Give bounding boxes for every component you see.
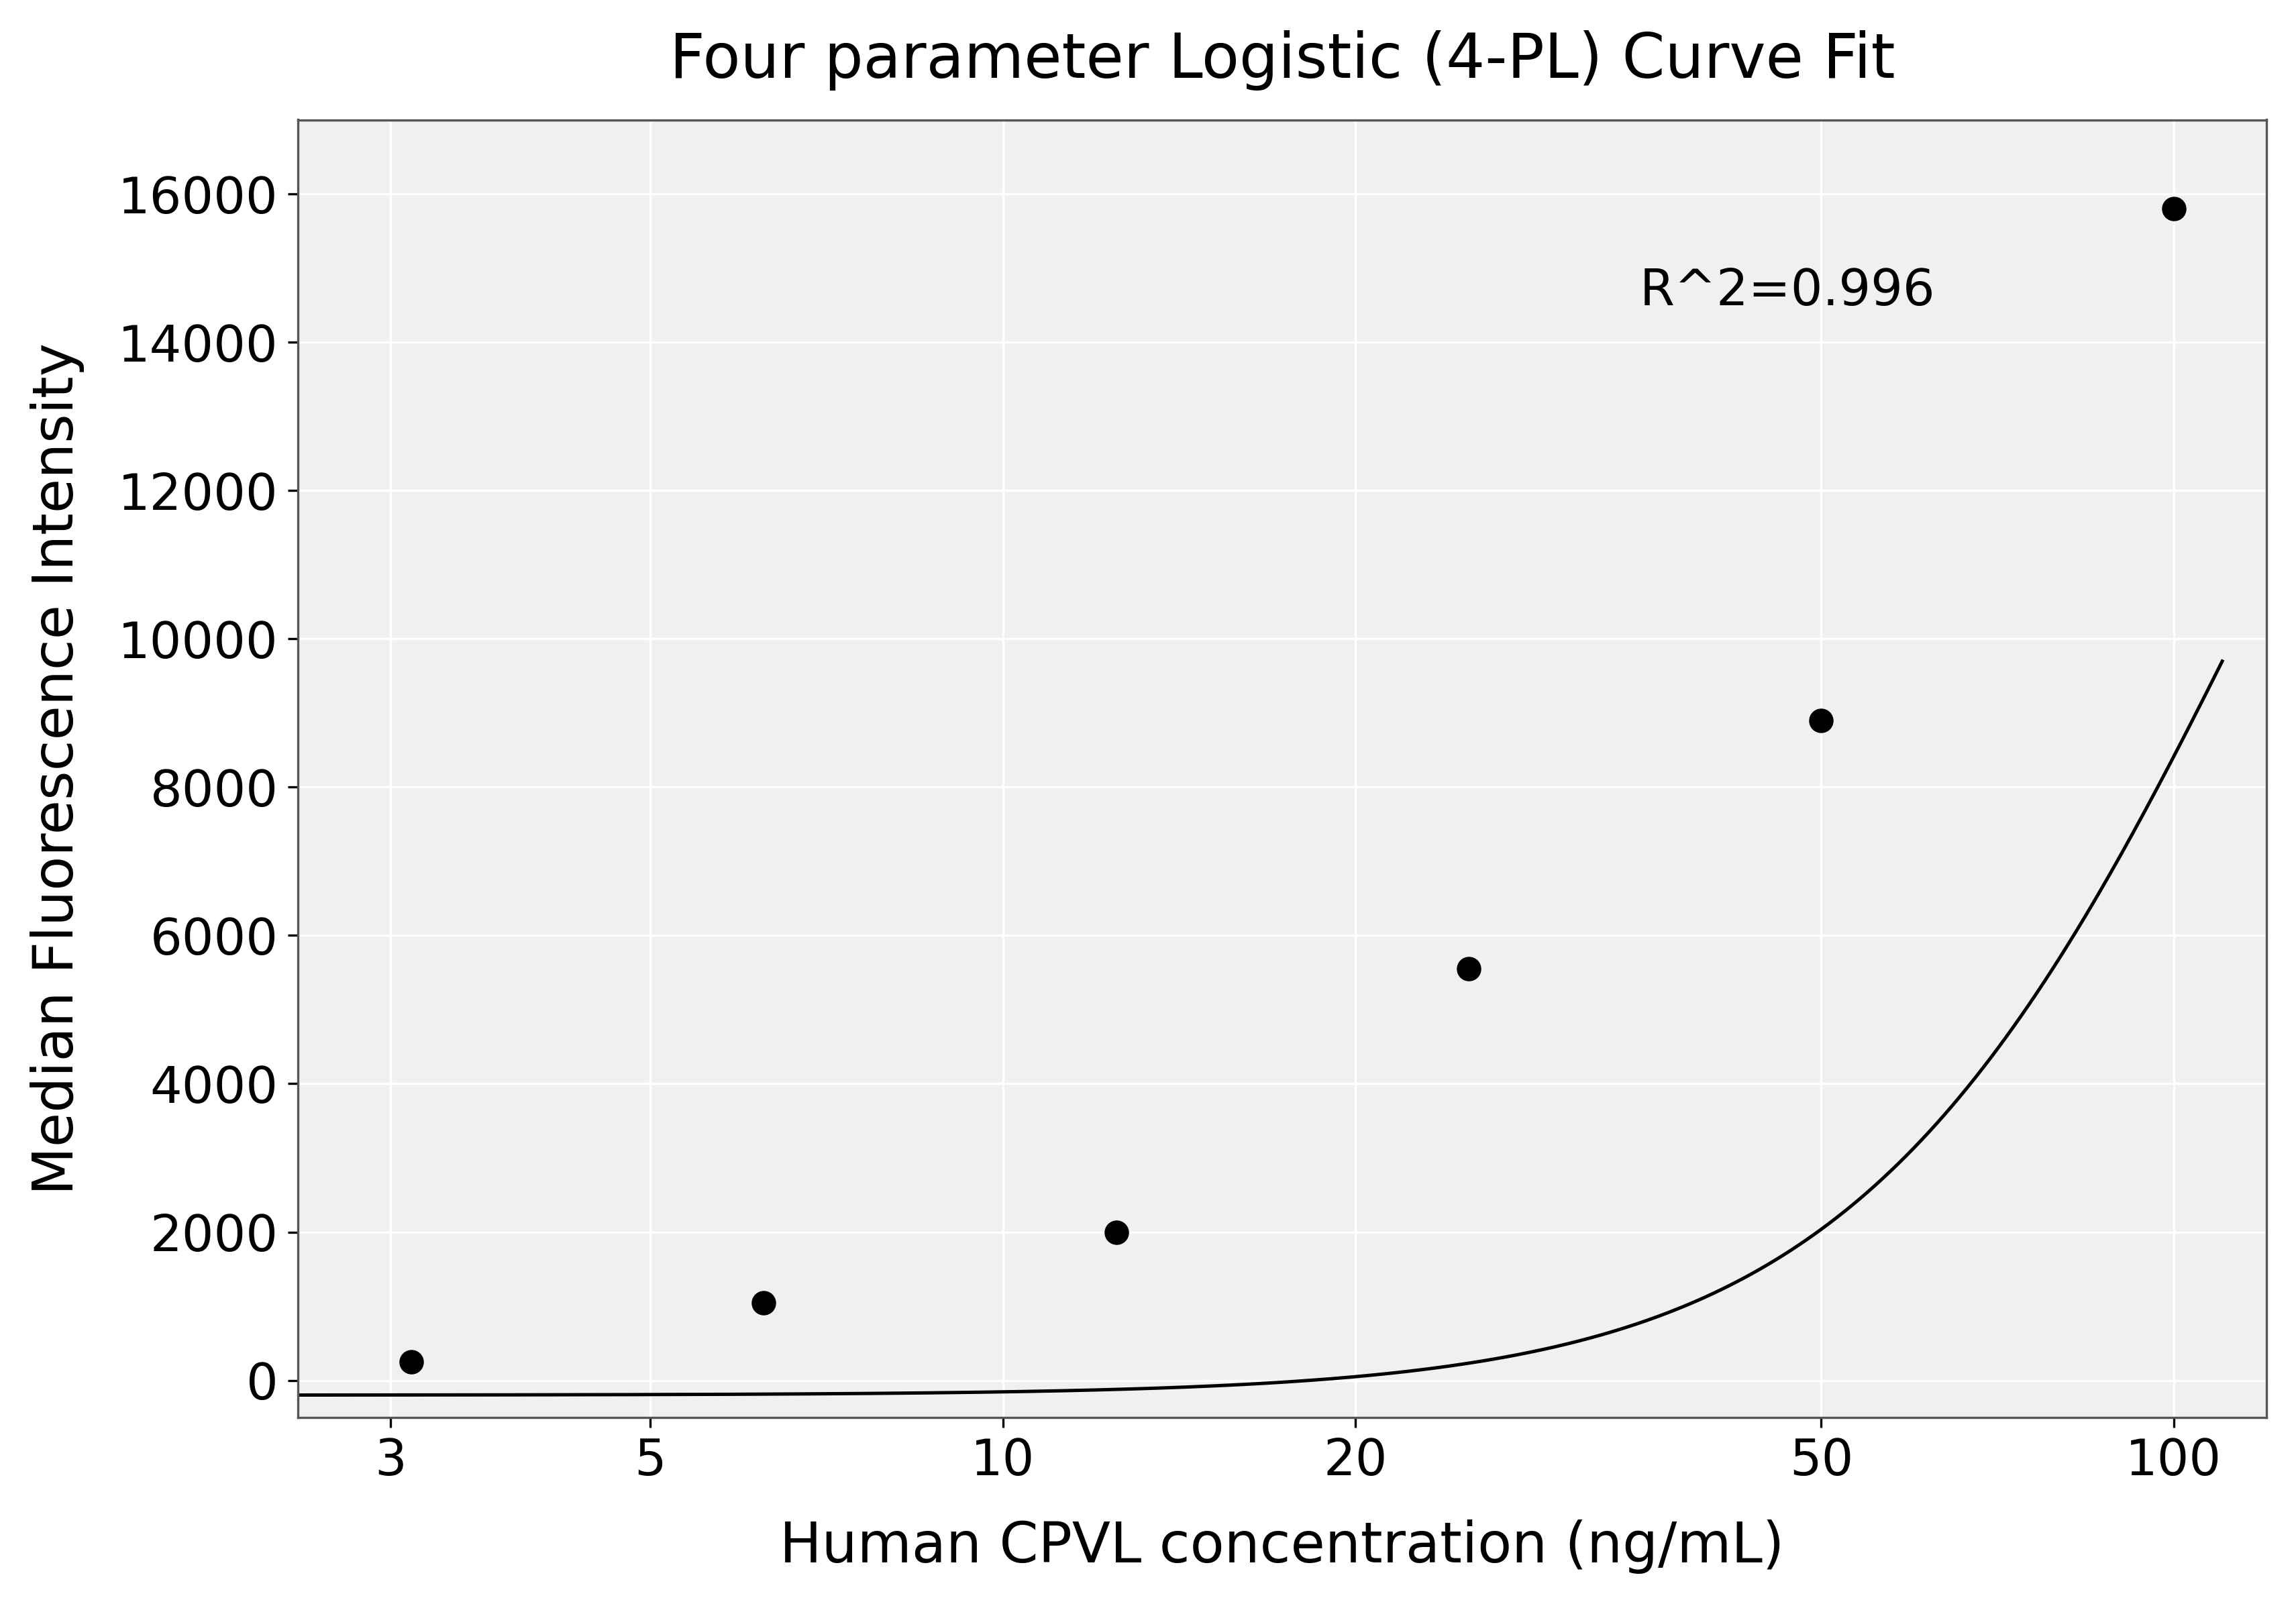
- Point: [1451, 956, 1488, 982]
- Text: R^2=0.996: R^2=0.996: [1639, 266, 1936, 316]
- Point: [393, 1349, 429, 1375]
- Point: [1097, 1219, 1134, 1245]
- Title: Four parameter Logistic (4-PL) Curve Fit: Four parameter Logistic (4-PL) Curve Fit: [668, 30, 1894, 90]
- Point: [1802, 707, 1839, 733]
- Point: [2154, 196, 2190, 221]
- Point: [746, 1290, 783, 1315]
- Y-axis label: Median Fluorescence Intensity: Median Fluorescence Intensity: [30, 343, 85, 1195]
- X-axis label: Human CPVL concentration (ng/mL): Human CPVL concentration (ng/mL): [781, 1519, 1784, 1574]
